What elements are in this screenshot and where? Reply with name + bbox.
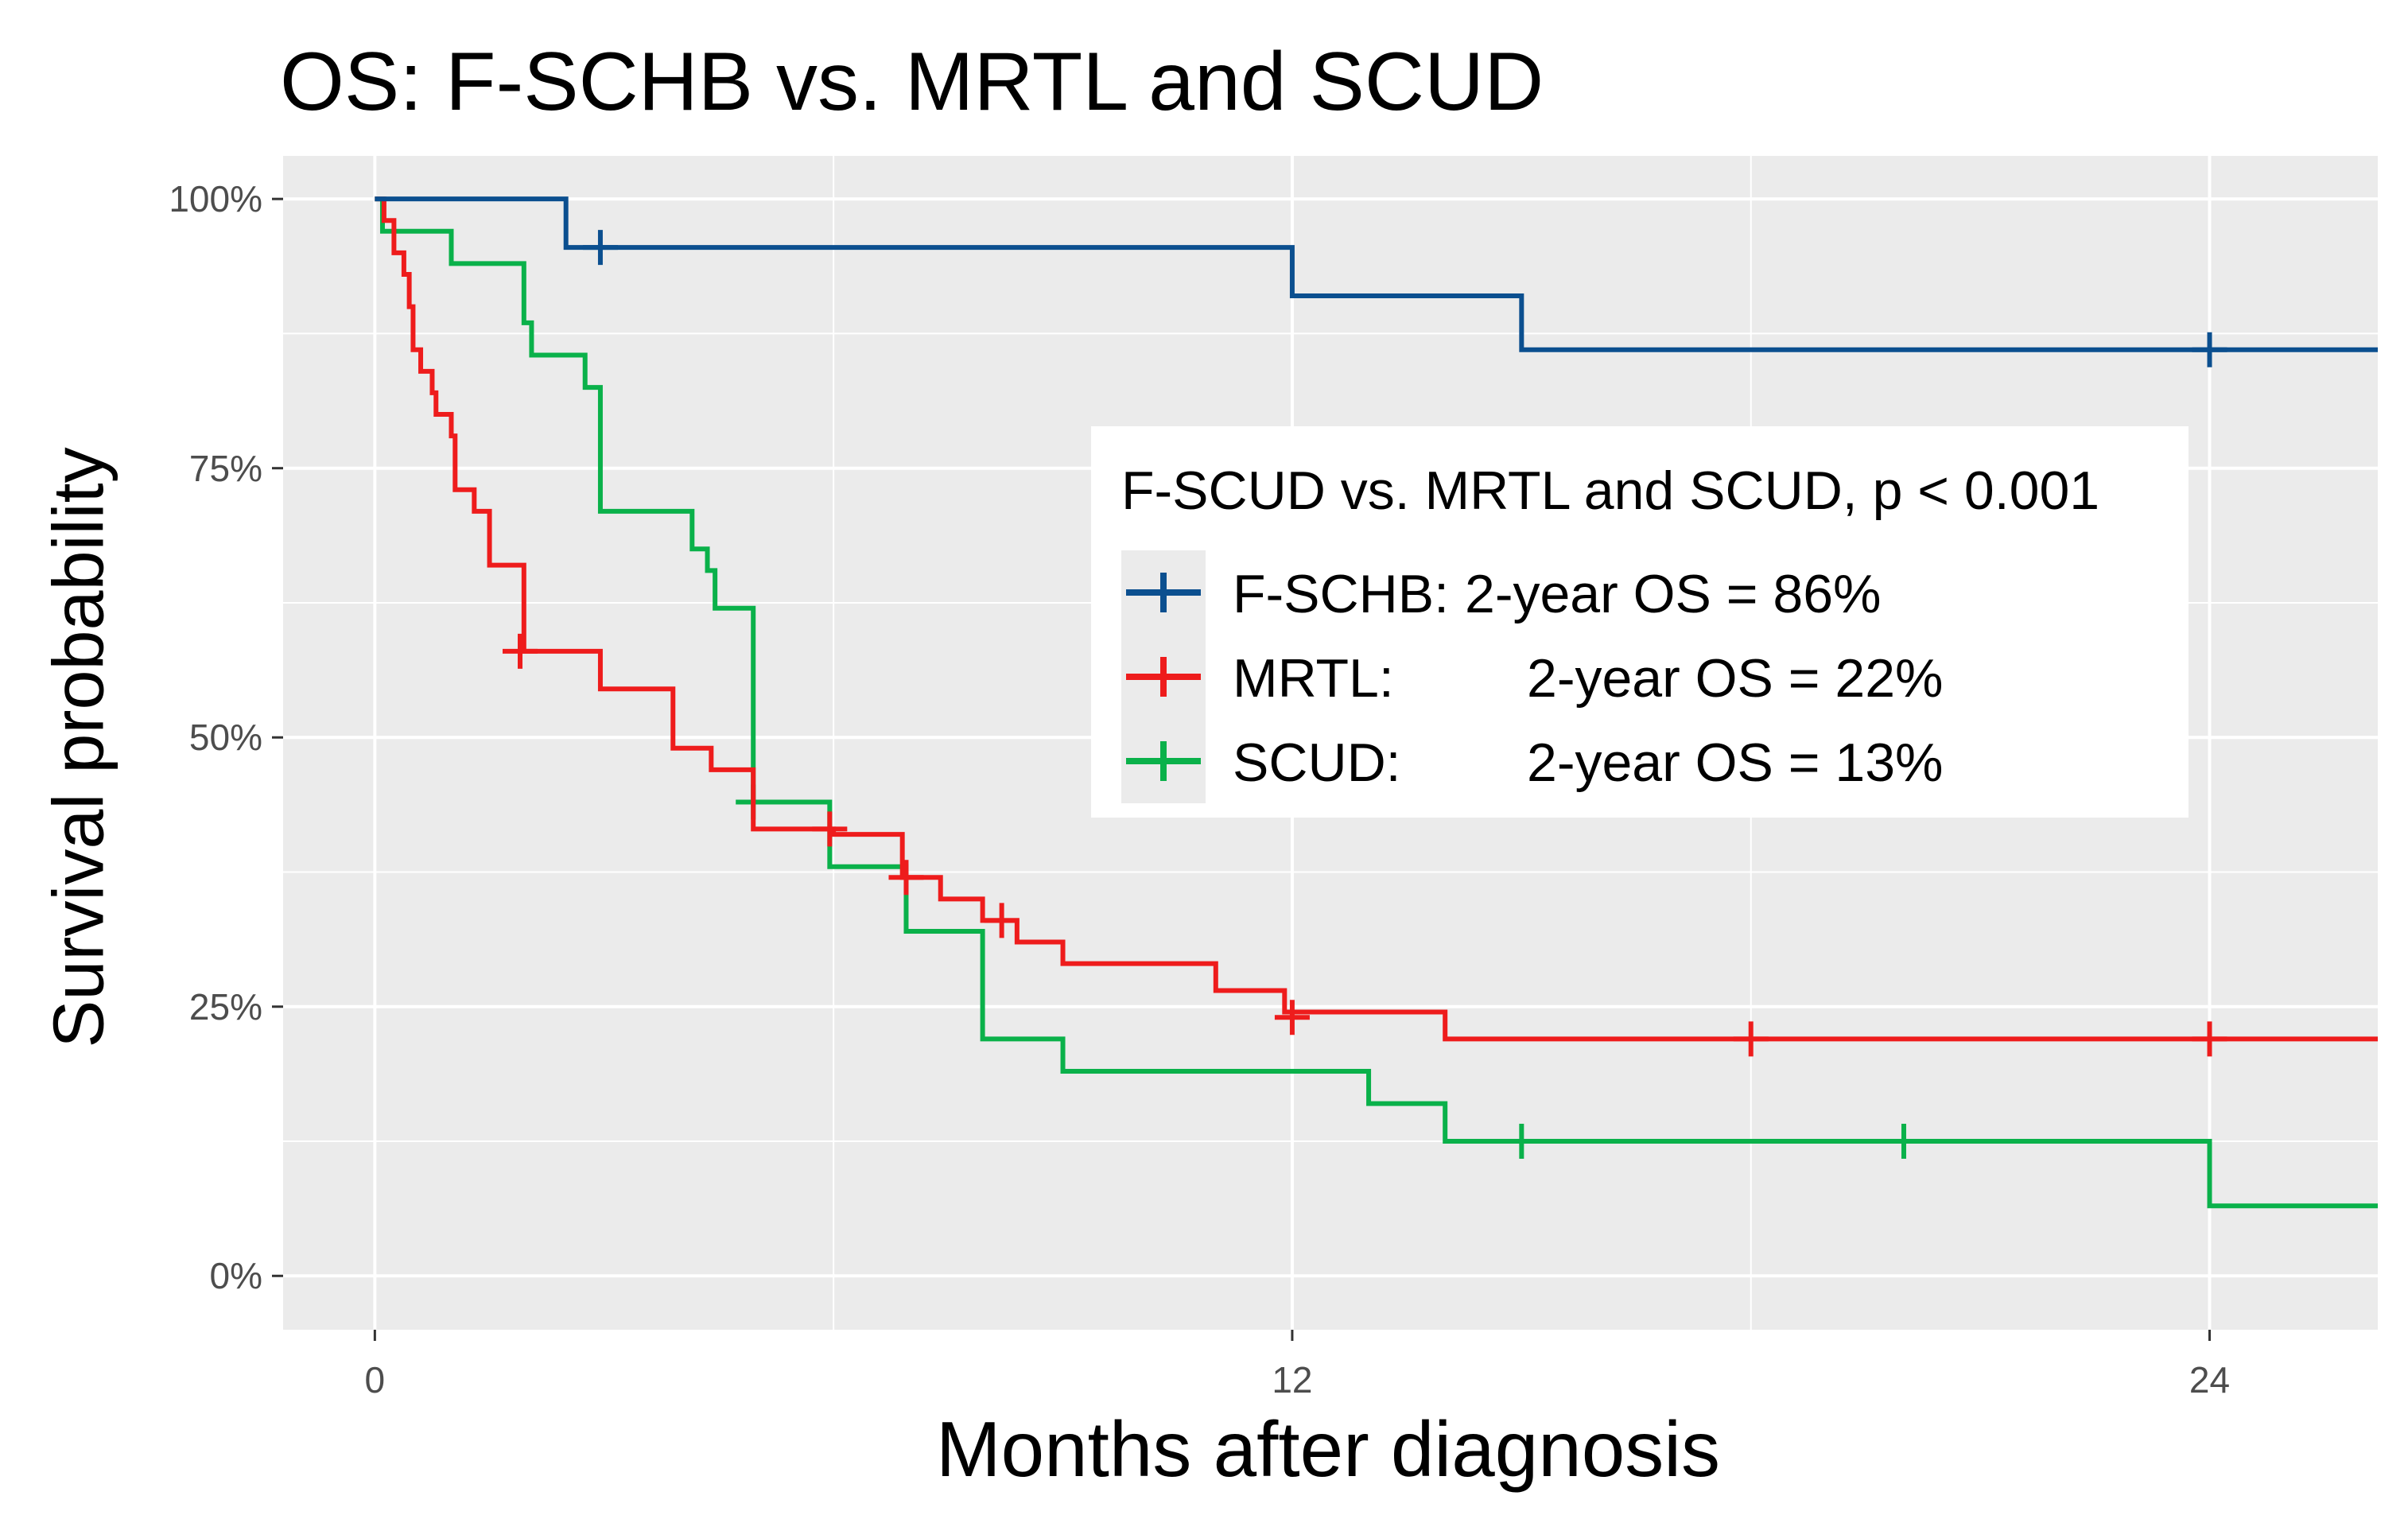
legend-label-scud: SCUD: <box>1233 732 1401 793</box>
censor-mark-scud <box>1886 1124 1921 1160</box>
censor-mark-fschb <box>2192 332 2227 367</box>
legend-os-scud: 2-year OS = 13% <box>1527 732 1944 793</box>
axis-ticks <box>272 197 2212 1341</box>
survival-curve-mrtl <box>375 196 2378 1042</box>
chart-title: OS: F-SCHB vs. MRTL and SCUD <box>280 36 1544 128</box>
survival-curve-scud <box>375 196 2378 1209</box>
censor-mark-mrtl <box>1733 1021 1769 1057</box>
legend-os-mrtl: 2-year OS = 22% <box>1527 648 1944 709</box>
censor-mark-mrtl <box>984 903 1020 938</box>
legend-label-mrtl: MRTL: <box>1233 648 1394 709</box>
censor-mark-mrtl <box>888 860 924 896</box>
x-tick-label: 12 <box>1272 1359 1313 1401</box>
x-tick-label: 0 <box>364 1359 386 1401</box>
y-tick-label: 100% <box>169 178 262 220</box>
y-tick-label: 25% <box>188 985 262 1028</box>
legend-os-f-schb: 2-year OS = 86% <box>1465 564 1882 624</box>
y-tick-label: 0% <box>209 1255 262 1297</box>
y-axis-label: Survival probability <box>39 447 119 1048</box>
x-tick-label: 24 <box>2189 1359 2231 1401</box>
censor-mark-mrtl <box>812 811 848 847</box>
y-tick-label: 50% <box>188 717 262 759</box>
censor-mark-fschb <box>582 230 618 266</box>
legend-label-f-schb: F-SCHB: <box>1233 564 1449 624</box>
censor-mark-mrtl <box>2192 1021 2227 1057</box>
x-axis-label: Months after diagnosis <box>936 1405 1720 1493</box>
legend: F-SCUD vs. MRTL and SCUD, p < 0.001 F-SC… <box>1091 426 2189 818</box>
series-layer <box>375 196 2378 1209</box>
legend-key-mrtl <box>1121 635 1206 719</box>
legend-title: F-SCUD vs. MRTL and SCUD, p < 0.001 <box>1121 460 2100 521</box>
censor-mark-mrtl <box>503 633 538 669</box>
censor-mark-scud <box>1504 1124 1540 1160</box>
legend-key-f-schb <box>1121 550 1206 635</box>
legend-key-scud <box>1121 719 1206 803</box>
y-tick-label: 75% <box>188 447 262 489</box>
censor-mark-mrtl <box>1274 1000 1310 1035</box>
survival-curve-fschb <box>375 196 2378 352</box>
